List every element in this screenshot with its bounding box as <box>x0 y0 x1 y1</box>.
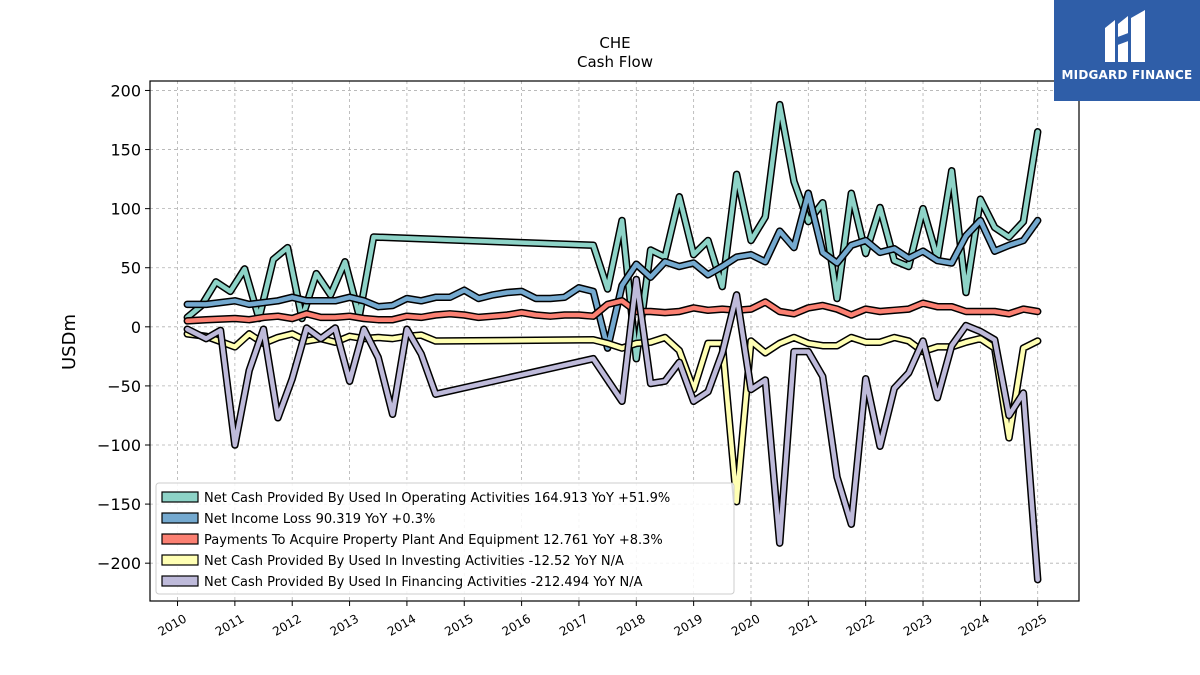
y-tick-label: 150 <box>110 141 141 160</box>
series-4-outline <box>183 330 1042 506</box>
brand-logo: MIDGARD FINANCE <box>1054 0 1200 101</box>
y-tick-label: 0 <box>131 318 141 337</box>
x-tick-label: 2021 <box>786 611 819 638</box>
series-4-line <box>185 331 1040 504</box>
y-axis-label: USDm <box>59 314 80 370</box>
legend-swatch <box>161 491 199 503</box>
legend-swatch <box>161 575 199 587</box>
chart-subtitle: Cash Flow <box>577 53 653 71</box>
brand-name: MIDGARD FINANCE <box>1061 68 1193 82</box>
y-tick-label: 50 <box>121 259 141 278</box>
x-tick-label: 2014 <box>385 611 418 638</box>
legend-entry: Net Cash Provided By Used In Investing A… <box>204 554 624 569</box>
y-tick-label: −50 <box>107 377 141 396</box>
legend-swatch <box>161 533 199 545</box>
legend: Net Cash Provided By Used In Operating A… <box>155 482 735 595</box>
y-tick-label: −200 <box>97 554 141 573</box>
x-tick-label: 2015 <box>442 611 475 638</box>
x-tick-label: 2019 <box>672 611 705 638</box>
series-5-line <box>185 277 1040 582</box>
x-tick-label: 2018 <box>614 611 647 638</box>
x-tick-label: 2020 <box>729 611 762 638</box>
x-tick-label: 2022 <box>844 611 877 638</box>
x-tick-label: 2012 <box>270 611 303 638</box>
series-1-line <box>185 102 1040 361</box>
y-tick-label: 100 <box>110 200 141 219</box>
chart-title: CHE <box>599 34 630 52</box>
y-tick-label: −100 <box>97 436 141 455</box>
x-tick-label: 2010 <box>156 611 189 638</box>
x-tick-label: 2024 <box>958 611 991 638</box>
x-tick-label: 2016 <box>500 611 533 638</box>
legend-swatch <box>161 512 199 524</box>
plot-frame <box>149 80 1080 602</box>
legend-box <box>155 482 735 595</box>
x-axis-ticks: 2010 2011 2012 2013 2014 2015 2016 2017 2018 2019… <box>156 601 1049 639</box>
midgard-logo-icon <box>1105 10 1145 62</box>
x-tick-label: 2017 <box>557 611 590 638</box>
x-tick-label: 2013 <box>328 611 361 638</box>
legend-entry: Net Income Loss 90.319 YoY +0.3% <box>204 512 435 527</box>
y-tick-label: −150 <box>97 495 141 514</box>
y-tick-label: 200 <box>110 81 141 100</box>
x-tick-label: 2025 <box>1016 611 1049 638</box>
legend-entry: Net Cash Provided By Used In Financing A… <box>204 575 643 590</box>
legend-swatch <box>161 554 199 566</box>
x-tick-label: 2023 <box>901 611 934 638</box>
series-layer <box>183 100 1042 584</box>
series-2-line <box>185 191 1040 351</box>
y-axis-ticks: 200 150 100 50 0 −50 −100 −150 −200 <box>97 81 150 573</box>
legend-entry: Net Cash Provided By Used In Operating A… <box>204 491 670 506</box>
legend-entry: Payments To Acquire Property Plant And E… <box>204 533 663 548</box>
x-tick-label: 2011 <box>213 611 246 638</box>
series-3-line <box>185 298 1040 324</box>
